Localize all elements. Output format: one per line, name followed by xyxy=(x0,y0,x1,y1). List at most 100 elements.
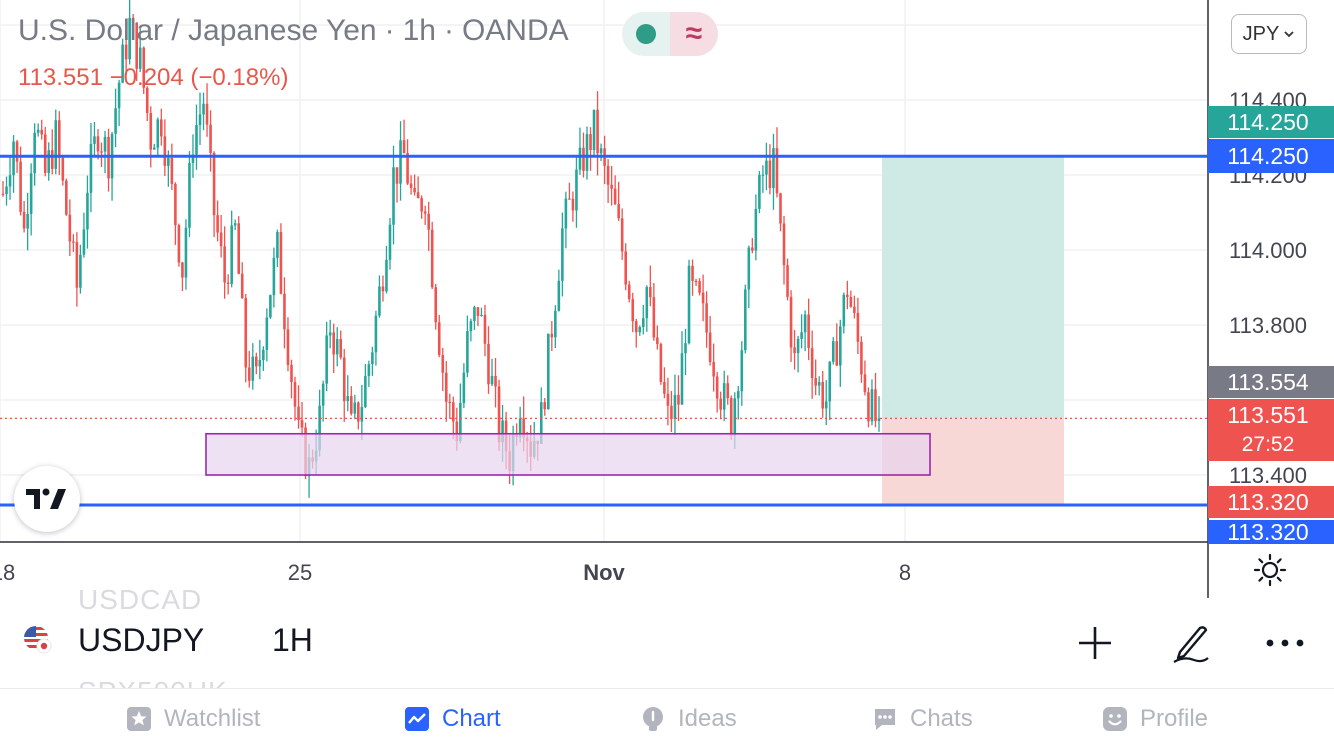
symbol-name[interactable]: USDJPY xyxy=(78,622,205,658)
candle-body xyxy=(469,320,473,332)
candle-body xyxy=(420,198,423,212)
candle-body xyxy=(543,402,547,410)
candle-body xyxy=(641,318,645,328)
drawing-overlays[interactable] xyxy=(0,154,1207,507)
candle-body xyxy=(237,223,241,274)
candle-body xyxy=(279,231,283,294)
candle-body xyxy=(100,151,103,153)
candle-body xyxy=(318,405,321,451)
candle-body xyxy=(874,389,877,422)
candle-body xyxy=(8,175,12,187)
candle-body xyxy=(821,381,825,409)
time-tick-label: 25 xyxy=(288,560,312,585)
candle-body xyxy=(244,298,248,368)
candle-body xyxy=(782,223,786,266)
candle-body xyxy=(385,259,388,292)
candle-body xyxy=(666,393,670,406)
candle-body xyxy=(564,198,568,229)
candle-body xyxy=(775,148,779,194)
candle-body xyxy=(733,398,737,436)
currency-button[interactable]: JPY xyxy=(1231,14,1307,54)
candle-body xyxy=(571,198,575,211)
tradingview-logo-button[interactable] xyxy=(14,466,80,532)
candle-body xyxy=(793,347,796,354)
candle-body xyxy=(103,136,107,152)
target-price-label-bg xyxy=(1208,106,1334,138)
candle-body xyxy=(181,262,184,278)
candle-body xyxy=(853,306,856,313)
candle-body xyxy=(247,367,251,381)
price-axis[interactable]: 114.400114.200114.000113.800113.4001825N… xyxy=(0,0,1334,598)
candle-body xyxy=(747,247,751,290)
candle-body xyxy=(856,312,860,342)
drawing-tools-button[interactable] xyxy=(1168,620,1214,666)
timeframe-selector[interactable]: 1H xyxy=(272,622,313,658)
settings-gear-icon[interactable] xyxy=(1252,552,1288,588)
tab-ideas[interactable]: Ideas xyxy=(640,699,737,739)
candle-body xyxy=(831,341,835,362)
candle-body xyxy=(349,396,353,414)
time-tick-label: Nov xyxy=(583,560,625,585)
candle-body xyxy=(26,213,29,229)
stop-price-label-bg xyxy=(1208,486,1334,518)
candle-body xyxy=(321,383,325,406)
candle-body xyxy=(719,398,722,410)
candle-body xyxy=(36,129,40,133)
candle-body xyxy=(554,310,557,338)
candle-body xyxy=(736,391,740,399)
candle-body xyxy=(712,361,715,377)
time-tick-label: 18 xyxy=(0,560,15,585)
candle-body xyxy=(800,332,803,339)
candle-body xyxy=(684,343,687,354)
price-chart[interactable]: 114.400114.200114.000113.800113.4001825N… xyxy=(0,0,1334,598)
candle-body xyxy=(395,167,399,184)
candle-body xyxy=(19,161,22,212)
tab-watchlist[interactable]: Watchlist xyxy=(126,699,260,739)
candle-body xyxy=(388,224,392,260)
candle-body xyxy=(399,140,402,184)
candle-body xyxy=(473,307,476,321)
candle-body xyxy=(406,153,409,184)
market-status-pills[interactable]: ≈ xyxy=(622,12,718,56)
candle-body xyxy=(335,339,339,355)
candle-body xyxy=(167,158,170,166)
watchlist-symbol-prev[interactable]: USDCAD xyxy=(78,584,203,615)
candle-body xyxy=(240,273,244,299)
candle-body xyxy=(128,17,131,60)
candle-body xyxy=(729,398,733,436)
currency-label: JPY xyxy=(1242,22,1280,45)
candle-body xyxy=(578,147,582,170)
candle-body xyxy=(177,225,181,263)
candle-body xyxy=(89,143,93,193)
candle-body xyxy=(170,158,174,184)
candle-body xyxy=(325,335,328,384)
tab-chats[interactable]: Chats xyxy=(872,699,973,739)
candle-body xyxy=(374,315,378,353)
data-source: OANDA xyxy=(461,14,569,47)
candle-body xyxy=(184,227,188,278)
tab-chart[interactable]: Chart xyxy=(404,699,501,739)
candle-body xyxy=(659,344,663,383)
symbol-bar[interactable] xyxy=(0,598,1334,688)
candle-body xyxy=(300,420,304,428)
candle-body xyxy=(152,147,156,150)
candle-body xyxy=(416,192,420,199)
approx-icon[interactable]: ≈ xyxy=(670,12,718,56)
candle-body xyxy=(117,82,121,109)
candle-body xyxy=(434,287,438,323)
candle-body xyxy=(589,134,592,151)
stop-price-label: 113.320 xyxy=(1227,489,1308,515)
candle-body xyxy=(79,254,82,288)
support-rectangle xyxy=(205,432,931,476)
candle-body xyxy=(754,208,758,251)
add-button[interactable] xyxy=(1072,620,1118,666)
market-open-indicator[interactable] xyxy=(622,12,670,56)
candle-body xyxy=(378,286,381,316)
tradingview-logo-icon xyxy=(26,488,66,509)
more-menu-button[interactable] xyxy=(1262,620,1308,666)
candle-body xyxy=(22,211,26,229)
price-change: −0.204 xyxy=(109,64,184,91)
candle-body xyxy=(437,322,441,355)
pen-icon xyxy=(1173,626,1209,663)
tab-profile[interactable]: Profile xyxy=(1102,699,1208,739)
